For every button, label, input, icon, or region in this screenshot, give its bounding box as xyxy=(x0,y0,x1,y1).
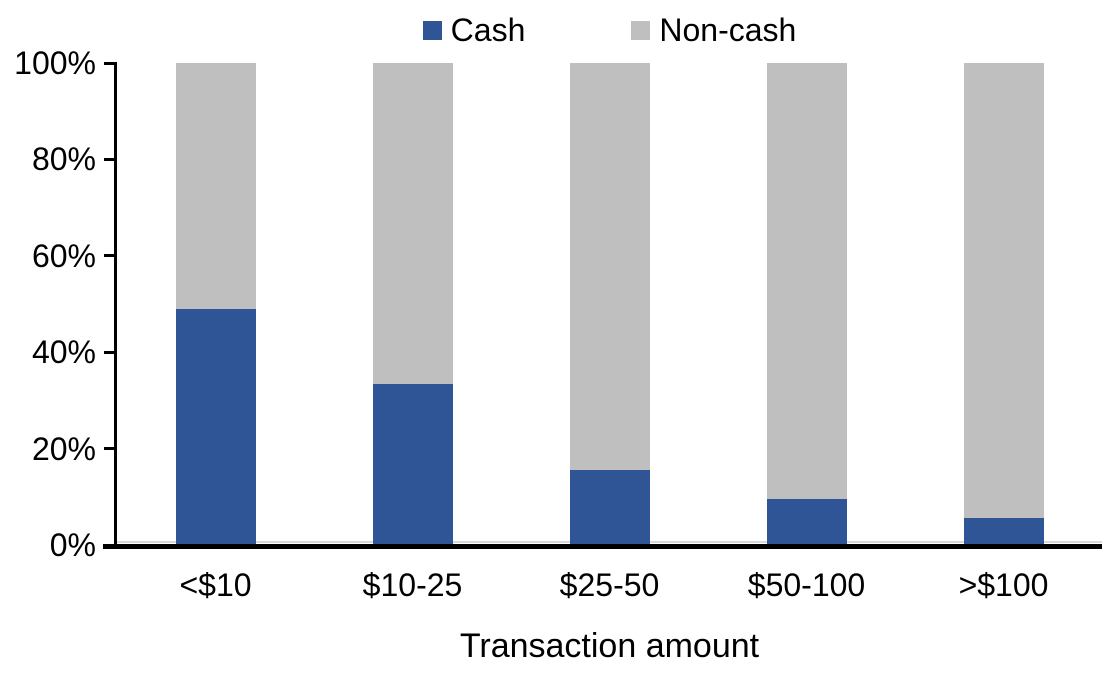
stacked-bar xyxy=(372,63,453,545)
bars-container xyxy=(117,63,1102,545)
bar-segment-cash xyxy=(963,518,1044,545)
y-tick-mark xyxy=(104,350,117,354)
legend-swatch-cash xyxy=(422,20,442,40)
y-tick-label: 100% xyxy=(14,45,96,81)
bar-segment-non-cash xyxy=(766,63,847,500)
stacked-bar xyxy=(569,63,650,545)
bar-segment-cash xyxy=(175,308,256,545)
x-axis-line xyxy=(103,544,1102,549)
legend-swatch-noncash xyxy=(631,20,651,40)
y-tick-label: 0% xyxy=(49,527,96,563)
bar-group xyxy=(117,63,314,545)
chart-legend: Cash Non-cash xyxy=(117,11,1102,49)
x-tick-label: $50-100 xyxy=(747,567,866,603)
bar-segment-cash xyxy=(766,499,847,545)
x-tick-label: <$10 xyxy=(179,567,252,603)
y-tick-mark xyxy=(104,254,117,258)
x-tick-label: $10-25 xyxy=(362,567,463,603)
bar-group xyxy=(905,63,1102,545)
y-tick-label: 80% xyxy=(31,141,96,178)
y-axis-line xyxy=(114,63,117,545)
bar-group xyxy=(314,63,511,545)
legend-item-noncash: Non-cash xyxy=(631,12,796,49)
legend-label-noncash: Non-cash xyxy=(659,11,797,48)
x-tick-label: $25-50 xyxy=(559,567,660,603)
y-tick-mark xyxy=(104,447,117,451)
bar-segment-cash xyxy=(569,470,650,545)
y-tick-mark xyxy=(104,157,117,161)
stacked-bar xyxy=(766,63,847,545)
y-tick-mark xyxy=(104,61,117,65)
legend-label-cash: Cash xyxy=(450,11,526,48)
plot-area xyxy=(117,63,1102,545)
y-tick-label: 60% xyxy=(31,237,96,274)
x-axis-labels: <$10 $10-25 $25-50 $50-100 >$100 xyxy=(117,566,1102,604)
x-tick-label: >$100 xyxy=(958,567,1049,603)
stacked-bar xyxy=(963,63,1044,545)
bar-segment-cash xyxy=(372,383,453,545)
legend-item-cash: Cash xyxy=(422,11,526,49)
bar-segment-non-cash xyxy=(569,63,650,471)
bar-segment-non-cash xyxy=(372,63,453,384)
bar-group xyxy=(511,63,708,545)
x-axis-title: Transaction amount xyxy=(459,627,760,665)
y-tick-label: 40% xyxy=(31,334,96,371)
y-tick-label: 20% xyxy=(31,430,96,467)
bar-group xyxy=(708,63,905,545)
bar-segment-non-cash xyxy=(175,63,256,309)
stacked-bar xyxy=(175,63,256,545)
bar-segment-non-cash xyxy=(963,63,1044,519)
